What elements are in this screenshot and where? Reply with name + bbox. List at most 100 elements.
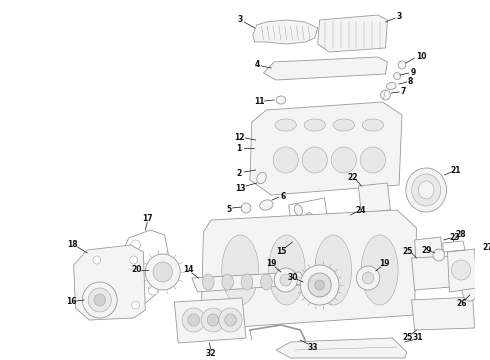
Circle shape <box>356 266 380 290</box>
Ellipse shape <box>406 168 446 212</box>
Text: 33: 33 <box>308 342 318 351</box>
Text: 22: 22 <box>347 172 358 181</box>
Text: 15: 15 <box>276 247 286 256</box>
Circle shape <box>182 308 205 332</box>
Circle shape <box>315 280 324 290</box>
Ellipse shape <box>222 274 233 290</box>
Text: 18: 18 <box>67 239 78 248</box>
Ellipse shape <box>294 204 302 215</box>
Circle shape <box>274 268 297 292</box>
Text: 31: 31 <box>412 333 423 342</box>
Polygon shape <box>253 20 318 44</box>
Text: 12: 12 <box>234 132 245 141</box>
Text: 25: 25 <box>403 333 413 342</box>
Polygon shape <box>318 15 388 52</box>
Circle shape <box>362 272 374 284</box>
Ellipse shape <box>361 235 398 305</box>
Text: 4: 4 <box>255 59 260 68</box>
Text: 17: 17 <box>142 213 152 222</box>
Polygon shape <box>412 255 475 290</box>
Ellipse shape <box>222 235 259 305</box>
Text: 1: 1 <box>237 144 242 153</box>
Ellipse shape <box>333 119 354 131</box>
Ellipse shape <box>387 82 396 90</box>
Text: 5: 5 <box>226 204 231 213</box>
Text: 11: 11 <box>254 96 265 105</box>
Polygon shape <box>264 57 388 80</box>
Circle shape <box>394 72 400 80</box>
Polygon shape <box>415 237 443 268</box>
Text: 3: 3 <box>238 14 243 23</box>
Circle shape <box>207 314 219 326</box>
Circle shape <box>398 61 406 69</box>
Polygon shape <box>412 297 475 330</box>
Ellipse shape <box>202 274 214 290</box>
Text: 10: 10 <box>416 51 427 60</box>
Ellipse shape <box>362 119 384 131</box>
Ellipse shape <box>331 147 356 173</box>
Ellipse shape <box>257 172 266 184</box>
Circle shape <box>381 90 391 100</box>
Polygon shape <box>276 338 407 358</box>
Circle shape <box>91 304 99 312</box>
Circle shape <box>451 260 471 280</box>
Polygon shape <box>447 249 477 292</box>
Circle shape <box>127 297 137 307</box>
Text: 28: 28 <box>456 230 466 239</box>
Text: 19: 19 <box>379 260 390 269</box>
Circle shape <box>153 262 172 282</box>
Ellipse shape <box>360 147 386 173</box>
Text: 16: 16 <box>67 297 77 306</box>
Text: 7: 7 <box>400 86 406 95</box>
Text: 9: 9 <box>411 68 416 77</box>
Circle shape <box>131 240 141 250</box>
Ellipse shape <box>241 274 253 290</box>
Ellipse shape <box>412 174 441 206</box>
Ellipse shape <box>302 147 327 173</box>
Circle shape <box>241 203 251 213</box>
Circle shape <box>94 294 105 306</box>
Ellipse shape <box>418 181 434 199</box>
Ellipse shape <box>276 96 286 104</box>
Circle shape <box>82 282 117 318</box>
Text: 23: 23 <box>449 233 460 242</box>
Circle shape <box>146 254 180 290</box>
Ellipse shape <box>280 274 292 290</box>
Ellipse shape <box>260 200 273 210</box>
Polygon shape <box>250 102 402 195</box>
Ellipse shape <box>261 274 272 290</box>
Ellipse shape <box>275 119 296 131</box>
Text: 6: 6 <box>280 192 286 201</box>
Text: 2: 2 <box>237 168 242 177</box>
Circle shape <box>188 314 199 326</box>
Circle shape <box>308 273 331 297</box>
Ellipse shape <box>296 220 304 230</box>
Ellipse shape <box>462 279 478 301</box>
Text: 21: 21 <box>450 166 461 175</box>
Circle shape <box>152 260 162 270</box>
Ellipse shape <box>304 119 325 131</box>
Polygon shape <box>358 183 391 213</box>
Circle shape <box>280 274 292 286</box>
Circle shape <box>132 301 140 309</box>
Text: 24: 24 <box>355 206 366 215</box>
Circle shape <box>300 265 339 305</box>
Text: 13: 13 <box>235 184 245 193</box>
Ellipse shape <box>269 235 305 305</box>
Text: 26: 26 <box>457 298 467 307</box>
Circle shape <box>342 213 352 223</box>
Text: 32: 32 <box>206 350 217 359</box>
Ellipse shape <box>273 147 298 173</box>
Text: 14: 14 <box>183 266 193 274</box>
Text: 8: 8 <box>408 77 414 86</box>
Polygon shape <box>174 298 246 343</box>
Ellipse shape <box>306 213 314 223</box>
Ellipse shape <box>315 235 352 305</box>
Circle shape <box>201 308 225 332</box>
Polygon shape <box>74 245 146 320</box>
Text: 29: 29 <box>421 246 431 255</box>
Text: 27: 27 <box>482 243 490 252</box>
Circle shape <box>148 285 158 295</box>
Circle shape <box>433 249 444 261</box>
Circle shape <box>88 288 111 312</box>
